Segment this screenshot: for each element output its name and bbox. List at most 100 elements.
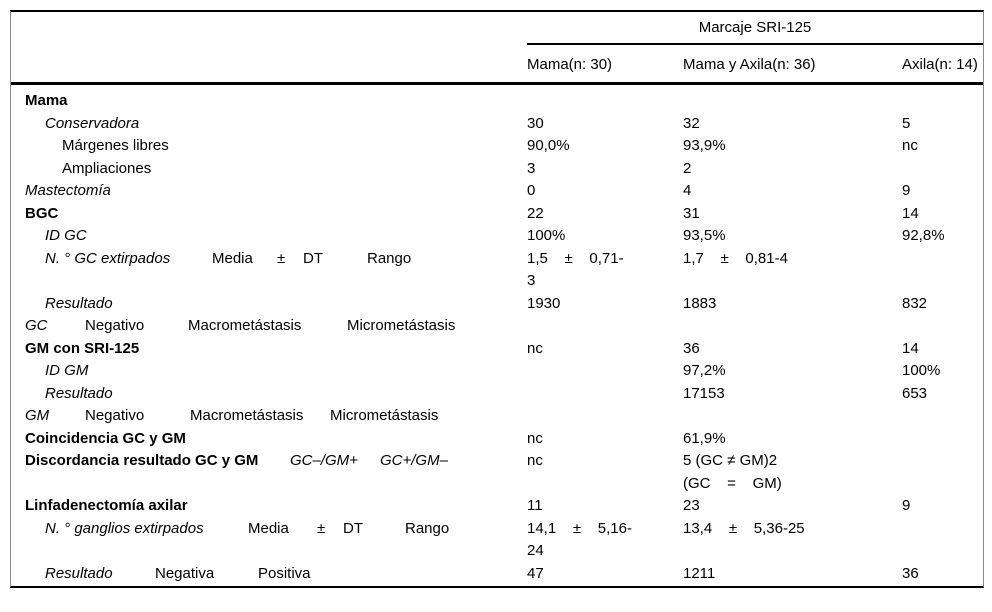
row-label-part: N. ° ganglios extirpados <box>45 519 204 537</box>
value-cell: 13,4 ± 5,36-25 <box>683 519 805 537</box>
row-label-part: Discordancia resultado GC y GM <box>25 452 259 469</box>
value-cell: 1930 <box>527 294 561 312</box>
value-cell <box>683 315 902 338</box>
value-cell: 4 <box>683 182 692 199</box>
value-cell <box>683 90 902 113</box>
column-group-cell: Marcaje SRI-125 <box>527 12 983 45</box>
value-cell: 11 <box>527 497 543 514</box>
row-label-cell: Mastectomía <box>11 180 527 203</box>
value-cell: 100% <box>902 362 941 379</box>
row-label-cell: Discordancia resultado GC y GM GC–/GM+ GC+… <box>11 450 527 495</box>
table-row: Resultado Negativa Positiva 47 1211 36 <box>11 563 983 586</box>
row-label-part: ± <box>317 519 326 537</box>
value-cell <box>902 518 983 563</box>
row-label-part: Negativa <box>155 564 215 582</box>
value-cell: 9 <box>902 497 911 514</box>
table-column-header-row: Mama(n: 30) Mama y Axila(n: 36) Axila(n:… <box>11 45 983 85</box>
value-cell: 1,7 ± 0,81-4 <box>683 249 788 267</box>
value-cell <box>902 90 983 113</box>
table-row: Resultado 1930 1883 832 <box>11 293 983 316</box>
table-row: Mama <box>11 90 983 113</box>
value-cell <box>527 315 683 338</box>
row-label-cell: GM con SRI-125 <box>11 338 527 361</box>
row-label-part: GC <box>25 317 48 334</box>
value-cell: 23 <box>683 497 700 514</box>
column-header-mama-y-axila: Mama y Axila(n: 36) <box>683 56 816 73</box>
row-label-part: DT <box>303 249 323 267</box>
row-label-cell: GC Negativo Macrometástasis Micrometástasis <box>11 315 527 338</box>
value-cell <box>902 428 983 451</box>
value-cell: 9 <box>902 182 911 199</box>
value-cell <box>902 450 983 495</box>
value-cell: 14 <box>902 204 919 222</box>
row-label-cell: ID GM <box>11 360 527 383</box>
row-label-cell: ID GC <box>11 225 527 248</box>
value-cell: 90,0% <box>527 137 570 154</box>
value-cell: 1883 <box>683 294 717 312</box>
row-label-cell: Ampliaciones <box>11 158 527 181</box>
row-label-cell: Coincidencia GC y GM <box>11 428 527 451</box>
row-label-part: GM con SRI-125 <box>25 339 140 357</box>
row-label-part: DT <box>343 519 363 537</box>
row-label-part: Márgenes libres <box>62 137 169 154</box>
results-table: Marcaje SRI-125 Mama(n: 30) Mama y Axila… <box>10 10 984 588</box>
table-body: Mama Conservadora 30 32 5 Márgenes libres 90,0… <box>11 85 983 586</box>
row-label-part: ID GM <box>45 362 89 379</box>
table-row: Ampliaciones 3 2 <box>11 158 983 181</box>
value-cell: 92,8% <box>902 227 945 244</box>
table-row: Discordancia resultado GC y GM GC–/GM+ GC+… <box>11 450 983 495</box>
value-cell: 832 <box>902 294 928 312</box>
value-cell: 36 <box>683 339 700 357</box>
row-label-part: Macrometástasis <box>190 407 304 424</box>
value-cell: 93,9% <box>683 137 726 154</box>
row-label-part: Macrometástasis <box>188 317 302 334</box>
row-label-cell: Resultado Negativa Positiva <box>11 563 527 586</box>
row-label-cell: BGC <box>11 203 527 226</box>
value-cell <box>527 90 683 113</box>
row-label-part: Resultado <box>45 384 113 402</box>
row-label-part: BGC <box>25 204 59 222</box>
table-row: ID GM 97,2% 100% <box>11 360 983 383</box>
value-cell: 653 <box>902 384 928 402</box>
row-label-part: Conservadora <box>45 114 140 132</box>
row-label-part: Micrometástasis <box>330 407 439 424</box>
value-cell <box>902 315 983 338</box>
row-label-cell: Resultado <box>11 383 527 406</box>
table-row: Resultado 17153 653 <box>11 383 983 406</box>
row-label-part: Resultado <box>45 564 113 582</box>
row-label-part: GM <box>25 407 50 424</box>
value-cell: 32 <box>683 114 700 132</box>
value-cell <box>683 405 902 428</box>
row-label-part: Linfadenectomía axilar <box>25 497 188 514</box>
row-label-part: N. ° GC extirpados <box>45 249 171 267</box>
value-cell <box>902 405 983 428</box>
value-cell: 47 <box>527 564 544 582</box>
table-group-header-row: Marcaje SRI-125 <box>11 12 983 45</box>
row-label-part: Coincidencia GC y GM <box>25 429 186 447</box>
table-row: Coincidencia GC y GM nc 61,9% <box>11 428 983 451</box>
value-cell: 14 <box>902 339 919 357</box>
row-label-part: GC–/GM+ <box>290 452 358 469</box>
value-cell: 30 <box>527 114 544 132</box>
column-header-axila: Axila(n: 14) <box>902 56 978 73</box>
value-cell: nc <box>527 452 543 469</box>
row-label-part: Mastectomía <box>25 182 111 199</box>
value-cell: 100% <box>527 227 566 244</box>
value-cell: 14,1 ± 5,16- 24 <box>527 519 632 560</box>
row-label-part: Negativo <box>85 407 145 424</box>
table-row: Linfadenectomía axilar 11 23 9 <box>11 495 983 518</box>
value-cell: 17153 <box>683 384 725 402</box>
row-label-cell: Mama <box>11 90 527 113</box>
table-row: N. ° GC extirpados Media ± DT Rango 1,5 ± 0,7… <box>11 248 983 293</box>
row-label-part: ID GC <box>45 227 87 244</box>
table-row: GM con SRI-125 nc 36 14 <box>11 338 983 361</box>
value-cell <box>527 405 683 428</box>
value-cell: 93,5% <box>683 227 726 244</box>
row-label-part: Negativo <box>85 317 145 334</box>
row-label-part: ± <box>277 249 286 267</box>
row-label-part: Micrometástasis <box>347 317 456 334</box>
table-row: GC Negativo Macrometástasis Micrometástasis <box>11 315 983 338</box>
value-cell: 36 <box>902 564 919 582</box>
row-label-part: Mama <box>25 92 68 109</box>
row-label-part: Rango <box>405 519 450 537</box>
